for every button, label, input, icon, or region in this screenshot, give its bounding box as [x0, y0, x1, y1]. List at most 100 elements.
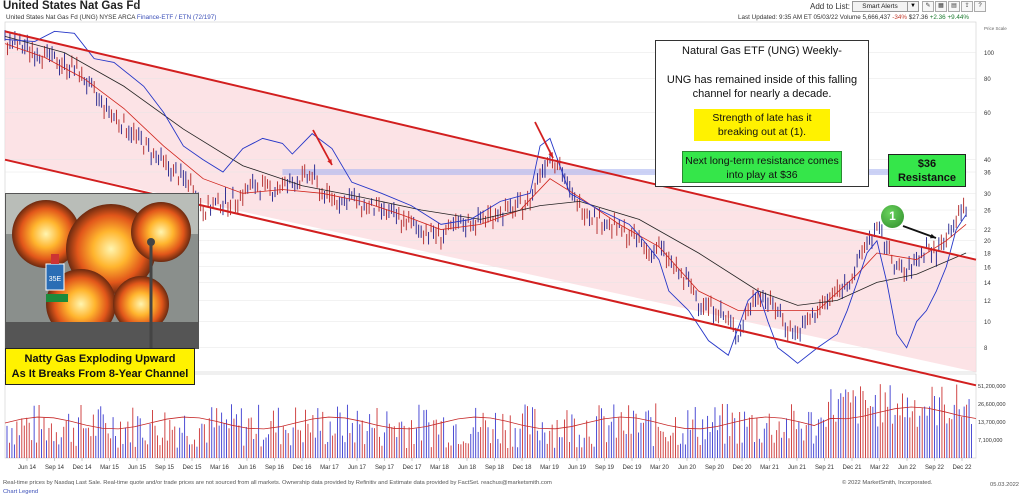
- x-tick-label: Jun 22: [898, 465, 917, 471]
- x-tick-label: Sep 21: [815, 465, 835, 471]
- y-tick-label: 8: [984, 346, 988, 352]
- y-tick-label: 22: [984, 228, 991, 234]
- black-arrow-head: [930, 233, 936, 239]
- x-tick-label: Mar 18: [430, 465, 449, 471]
- x-tick-label: Sep 19: [595, 465, 615, 471]
- volume-change: -34%: [892, 14, 907, 21]
- y-tick-label: 30: [984, 192, 991, 198]
- x-tick-label: Jun 15: [128, 465, 147, 471]
- y-tick-label: 10: [984, 320, 991, 326]
- y-tick-label: 80: [984, 77, 991, 83]
- header-bar: [0, 0, 1024, 13]
- ticker-symbol: (UNG) NYSE ARCA: [79, 14, 136, 21]
- analysis-note: Natural Gas ETF (UNG) Weekly- UNG has re…: [655, 40, 869, 187]
- pct-change: +9.44%: [947, 14, 969, 21]
- resistance-price: $36: [917, 158, 937, 170]
- help-icon[interactable]: ?: [974, 1, 986, 12]
- note-body: UNG has remained inside of this falling …: [666, 74, 858, 100]
- resistance-label: Resistance: [897, 172, 957, 184]
- series-line: [4, 35, 967, 306]
- price: $27.36: [908, 14, 928, 21]
- caption-line1: Natty Gas Exploding Upward: [24, 353, 176, 365]
- x-tick-label: Dec 19: [622, 465, 642, 471]
- x-tick-label: Mar 15: [100, 465, 119, 471]
- yellow-note: Strength of late has it breaking out at …: [694, 109, 830, 141]
- breakout-callout: 1: [881, 205, 904, 228]
- ticker-name: United States Nat Gas Fd: [6, 14, 78, 21]
- photo-caption: Natty Gas Exploding Upward As It Breaks …: [5, 348, 195, 385]
- green-note: Next long-term resistance comes into pla…: [682, 151, 842, 183]
- chevron-down-icon[interactable]: ▼: [907, 1, 919, 12]
- x-tick-label: Mar 20: [650, 465, 669, 471]
- y-tick-label: 12: [984, 299, 991, 305]
- y-tick-label: 36: [984, 171, 991, 177]
- x-tick-label: Dec 18: [512, 465, 532, 471]
- price-change: +2.36: [929, 14, 946, 21]
- x-tick-label: Jun 18: [458, 465, 477, 471]
- y-tick-label: 20: [984, 239, 991, 245]
- x-tick-label: Mar 21: [760, 465, 779, 471]
- grid-icon[interactable]: ▦: [935, 1, 947, 12]
- x-tick-label: Dec 22: [952, 465, 972, 471]
- flag-icon[interactable]: ⚐: [133, 1, 142, 11]
- volume-tick-label: 26,600,000: [978, 402, 1006, 408]
- y-tick-label: 26: [984, 209, 991, 215]
- x-tick-label: Dec 20: [732, 465, 752, 471]
- red-arrow-head: [548, 152, 553, 158]
- volume-average-line: [4, 406, 977, 430]
- x-tick-label: Sep 22: [925, 465, 945, 471]
- page-title: United States Nat Gas Fd: [3, 0, 141, 12]
- channel-upper-line: [4, 30, 977, 261]
- x-tick-label: Dec 15: [182, 465, 202, 471]
- red-arrow: [534, 121, 554, 159]
- share-icon[interactable]: ⇪: [961, 1, 973, 12]
- volume-tick-label: 51,200,000: [978, 384, 1006, 390]
- caption-line2: As It Breaks From 8-Year Channel: [11, 368, 189, 380]
- explosion-photo: 35E: [5, 193, 199, 349]
- note-title: Natural Gas ETF (UNG) Weekly-: [682, 45, 842, 57]
- resistance-box: $36 Resistance: [888, 154, 966, 187]
- chart-legend-link[interactable]: Chart Legend: [3, 489, 39, 495]
- x-tick-label: Dec 14: [72, 465, 92, 471]
- footer-date: 05.03.2022: [990, 482, 1020, 488]
- y-tick-label: 14: [984, 281, 991, 287]
- resistance-band: [282, 169, 967, 176]
- chart-icon[interactable]: ▤: [948, 1, 960, 12]
- red-arrow-head: [327, 159, 332, 165]
- y-tick-label: 100: [984, 51, 995, 57]
- x-tick-label: Jun 16: [238, 465, 257, 471]
- x-tick-label: Mar 19: [540, 465, 559, 471]
- price-scale-label: Price Scale: [984, 26, 1007, 31]
- volume-tick-label: 7,100,000: [978, 438, 1002, 444]
- x-tick-label: Jun 14: [18, 465, 37, 471]
- x-tick-label: Mar 16: [210, 465, 229, 471]
- copyright: © 2022 MarketSmith, Incorporated.: [842, 480, 933, 486]
- x-tick-label: Sep 16: [265, 465, 285, 471]
- x-tick-label: Jun 17: [348, 465, 367, 471]
- ticker-sector-link[interactable]: Finance-ETF / ETN (72/197): [136, 14, 217, 21]
- x-tick-label: Dec 17: [402, 465, 422, 471]
- x-tick-label: Sep 17: [375, 465, 395, 471]
- x-tick-label: Dec 21: [842, 465, 862, 471]
- black-arrow: [902, 225, 937, 239]
- y-tick-label: 18: [984, 251, 991, 257]
- series-line: [4, 30, 967, 364]
- footer-disclaimer: Real-time prices by Nasdaq Last Sale. Re…: [3, 480, 552, 486]
- x-tick-label: Dec 16: [292, 465, 312, 471]
- ticker-line: United States Nat Gas Fd (UNG) NYSE ARCA…: [6, 14, 216, 21]
- channel-fill: [5, 31, 976, 372]
- x-tick-label: Mar 17: [320, 465, 339, 471]
- volume: Volume 5,666,437: [839, 14, 891, 21]
- y-tick-label: 16: [984, 265, 991, 271]
- y-tick-label: 40: [984, 158, 991, 164]
- x-tick-label: Sep 20: [705, 465, 725, 471]
- edit-icon[interactable]: ✎: [922, 1, 934, 12]
- quote-line: Last Updated: 9:35 AM ET 05/03/22 Volume…: [738, 14, 969, 21]
- red-arrow: [312, 129, 333, 166]
- x-tick-label: Mar 22: [870, 465, 889, 471]
- x-tick-label: Sep 18: [485, 465, 505, 471]
- x-tick-label: Jun 20: [678, 465, 697, 471]
- x-tick-label: Jun 19: [568, 465, 587, 471]
- y-tick-label: 60: [984, 111, 991, 117]
- x-tick-label: Jun 21: [788, 465, 807, 471]
